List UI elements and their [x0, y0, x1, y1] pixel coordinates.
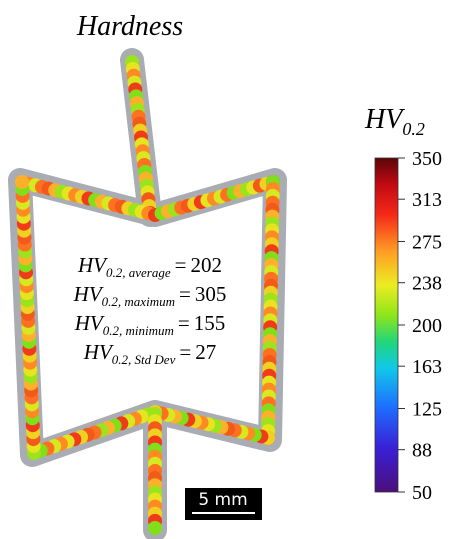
stat-line: HV0.2, minimum =155: [74, 311, 225, 338]
colorbar-tick-label: 200: [412, 315, 442, 337]
stat-relation: =: [179, 282, 191, 306]
scale-bar: 5 mm: [185, 488, 262, 520]
stat-subscript: 0.2, average: [106, 265, 171, 280]
colorbar-tick-label: 50: [412, 482, 432, 504]
colorbar-tick-label: 125: [412, 399, 442, 421]
colorbar-tick-label: 88: [412, 440, 432, 462]
stat-relation: =: [178, 311, 190, 335]
title: Hardness: [76, 11, 183, 42]
colorbar-label: HV0.2: [364, 104, 425, 139]
stat-line: HV0.2, Std Dev=27: [83, 340, 216, 367]
stat-value: 155: [194, 311, 226, 335]
colorbar-tick-label: 238: [412, 273, 442, 295]
stat-line: HV0.2, average =202: [77, 253, 222, 280]
colorbar: [375, 158, 398, 492]
measurement-dot: [148, 521, 162, 535]
stat-value: 202: [190, 253, 222, 277]
colorbar-tick-label: 313: [412, 189, 442, 211]
stat-line: HV0.2, maximum =305: [73, 282, 227, 309]
stat-subscript: 0.2, minimum: [103, 323, 174, 338]
colorbar-tick-label: 163: [412, 356, 442, 378]
colorbar-subscript: 0.2: [402, 119, 425, 139]
stat-symbol: HV: [83, 340, 114, 364]
stat-relation: =: [175, 253, 187, 277]
stat-symbol: HV: [77, 253, 108, 277]
colorbar-tick-label: 350: [412, 148, 442, 170]
stat-value: 305: [195, 282, 227, 306]
stat-subscript: 0.2, maximum: [102, 294, 175, 309]
figure: Hardness HV0.2, average=202HV0.2, maximu…: [0, 0, 464, 539]
colorbar-tick-label: 275: [412, 232, 442, 254]
measurement-dot: [15, 175, 29, 189]
stat-symbol: HV: [73, 282, 104, 306]
stat-value: 27: [195, 340, 216, 364]
scale-bar-label: 5 mm: [198, 490, 247, 510]
colorbar-ticks: 50 88 125 163 200 238 275 313 350: [398, 148, 442, 504]
colorbar-symbol: HV: [364, 104, 405, 135]
stat-relation: =: [179, 340, 191, 364]
stat-symbol: HV: [74, 311, 105, 335]
stat-subscript: 0.2, Std Dev: [112, 352, 176, 367]
